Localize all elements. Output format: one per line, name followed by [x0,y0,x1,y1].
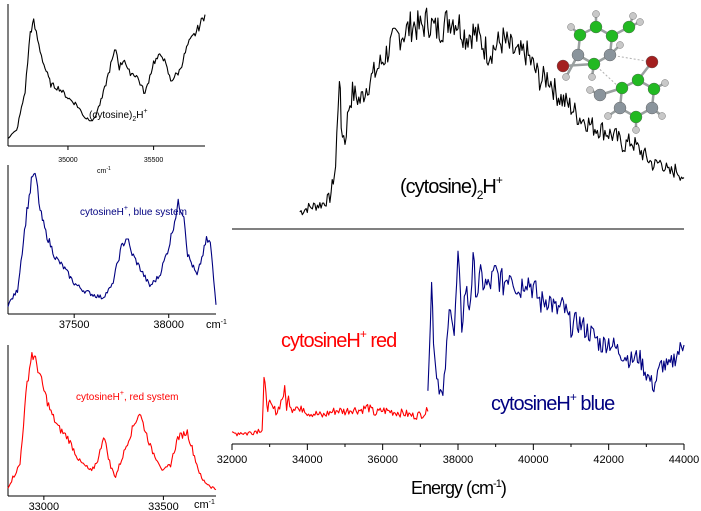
inset-blue-panel: 37500 38000 cytosineH+, blue system cm-1 [7,165,227,331]
atom-hydrogen [562,73,570,81]
atom-nitrogen [593,88,607,102]
inset-red-x-unit: cm-1 [194,499,215,511]
atom-hydrogen [586,86,594,94]
inset-dimer-title: (cytosine)2H+ [89,108,148,123]
main-spectrum-panel: 32000 34000 36000 38000 40000 42000 44000 Ener… [217,7,700,498]
inset-blue-tick-label: 37500 [59,319,90,331]
atom-hydrogen [636,18,644,26]
atom-oxygen [645,55,659,69]
main-tick-label: 38000 [443,454,474,466]
inset-blue-x-unit: cm-1 [206,319,227,331]
atom-nitrogen [571,48,585,62]
inset-red-panel: 33000 33500 cytosineH+, red system cm-1 [7,345,217,511]
main-x-ticks: 32000 34000 36000 38000 40000 42000 44000 [217,444,700,466]
inset-dimer-series [7,14,206,139]
inset-red-ticks: 33000 33500 [29,496,179,511]
atom-carbon [605,29,619,43]
main-tick-label: 40000 [518,454,549,466]
atom-hydrogen [658,112,666,120]
inset-dimer-tick-label: 35000 [58,157,78,164]
inset-red-tick-label: 33000 [29,501,60,511]
inset-red-series [7,351,217,491]
dimer-annotation: (cytosine)2H+ [400,173,503,202]
main-tick-label: 44000 [669,454,700,466]
inset-dimer-panel: 35000 35500 (cytosine)2H+ cm-1 [7,4,206,175]
inset-dimer-tick-label: 35500 [144,157,164,164]
atom-carbon [615,81,629,95]
main-tick-label: 42000 [593,454,624,466]
inset-dimer-series-line-0 [7,14,206,139]
atom-carbon [631,73,645,87]
main-tick-label: 36000 [367,454,398,466]
main-tick-label: 32000 [217,454,248,466]
main-series-line-2 [427,250,685,397]
atom-nitrogen [603,48,617,62]
cytosine-dimer-molecule-image [556,10,669,134]
inset-blue-title: cytosineH+, blue system [80,205,187,218]
main-x-axis-title: Energy (cm-1) [411,478,506,498]
inset-blue-tick-label: 38000 [153,319,184,331]
atom-hydrogen [592,10,600,18]
inset-red-title: cytosineH+, red system [76,390,178,403]
main-series-line-0 [299,7,685,216]
inset-dimer-ticks: 35000 35500 [58,146,163,164]
atom-carbon [647,82,661,96]
atom-hydrogen [629,12,637,20]
main-series-group [231,7,685,437]
inset-blue-series-line-0 [7,172,217,307]
main-series-line-1 [231,376,429,437]
atom-carbon [573,28,587,42]
inset-blue-series [7,172,217,307]
blue-annotation: cytosineH+ blue [491,390,615,415]
red-annotation: cytosineH+ red [281,327,396,352]
atom-oxygen [556,59,570,73]
inset-red-tick-label: 33500 [148,501,179,511]
atom-carbon [589,20,603,34]
atom-hydrogen [588,73,596,81]
atom-nitrogen [613,101,627,115]
hydrogen-bond [609,54,653,63]
atom-hydrogen [616,41,624,49]
atom-carbon [629,110,643,124]
atom-hydrogen [567,23,575,31]
main-tick-label: 34000 [292,454,323,466]
atom-nitrogen [645,101,659,115]
atom-carbon [587,57,601,71]
atom-hydrogen [632,126,640,134]
inset-red-series-line-0 [7,351,217,491]
atom-carbon [622,20,636,34]
inset-blue-ticks: 37500 38000 [59,314,184,331]
inset-dimer-x-unit: cm-1 [97,166,111,175]
atom-hydrogen [604,112,612,120]
atom-hydrogen [661,79,669,87]
